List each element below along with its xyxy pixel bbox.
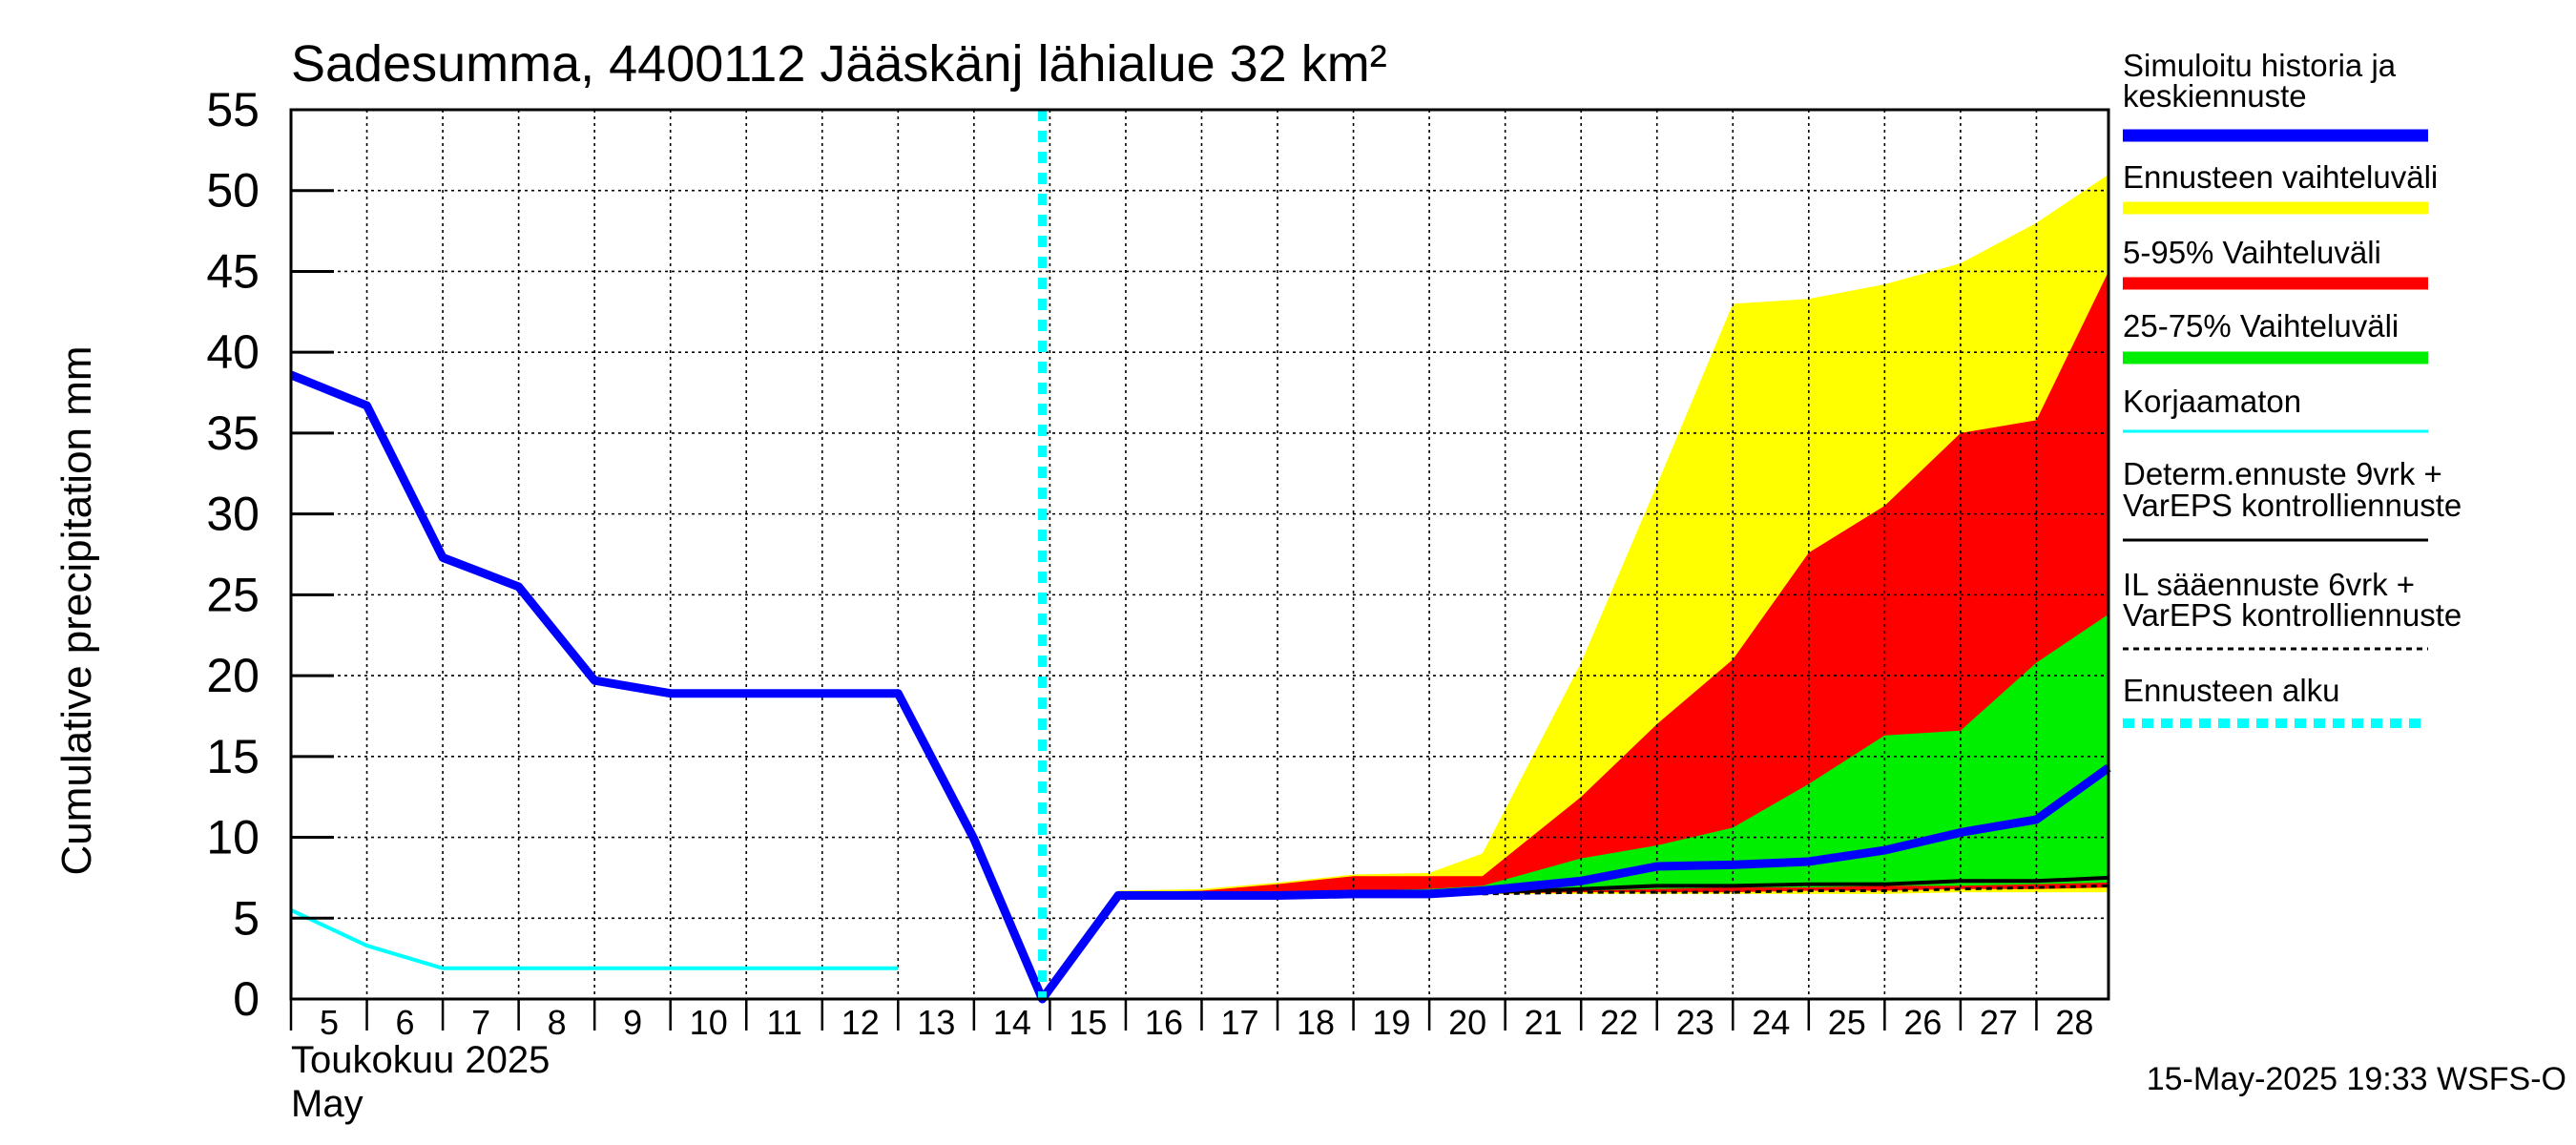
legend-label: Korjaamaton <box>2123 384 2301 419</box>
x-tick-label: 28 <box>2055 1003 2093 1042</box>
series-lines <box>289 110 2111 1004</box>
series-line-3 <box>1482 884 2109 896</box>
x-tick-label: 25 <box>1828 1003 1866 1042</box>
x-tick-label: 14 <box>993 1003 1031 1042</box>
x-tick-label: 13 <box>917 1003 955 1042</box>
forecast-bands <box>1117 174 2109 896</box>
x-tick-label: 26 <box>1903 1003 1942 1042</box>
footer-timestamp: 15-May-2025 19:33 WSFS-O <box>2147 1061 2566 1097</box>
y-tick-label: 10 <box>206 811 260 864</box>
y-tick-label: 25 <box>206 568 260 621</box>
legend-label: IL sääennuste 6vrk + <box>2123 567 2415 602</box>
x-tick-label: 9 <box>623 1003 642 1042</box>
x-tick-label: 7 <box>471 1003 490 1042</box>
x-tick-label: 21 <box>1525 1003 1563 1042</box>
x-axis-month-label-en: May <box>291 1083 364 1125</box>
x-tick-label: 23 <box>1676 1003 1714 1042</box>
legend-label: Simuloitu historia ja <box>2123 48 2397 83</box>
y-tick-label: 50 <box>206 164 260 218</box>
x-tick-label: 22 <box>1600 1003 1638 1042</box>
grid-lines <box>291 109 2109 999</box>
legend-label: Determ.ennuste 9vrk + <box>2123 456 2442 491</box>
x-tick-label: 8 <box>548 1003 567 1042</box>
legend-label: VarEPS kontrolliennuste <box>2123 597 2462 633</box>
x-tick-label: 24 <box>1752 1003 1790 1042</box>
legend-label: Ennusteen vaihteluväli <box>2123 159 2438 195</box>
y-tick-label: 30 <box>206 488 260 541</box>
x-tick-label: 20 <box>1448 1003 1486 1042</box>
x-tick-label: 19 <box>1373 1003 1411 1042</box>
band-1 <box>1117 271 2109 896</box>
y-tick-label: 40 <box>206 325 260 379</box>
y-tick-label: 45 <box>206 244 260 298</box>
series-line-1 <box>290 907 899 970</box>
band-2 <box>1117 614 2109 896</box>
chart-title: Sadesumma, 4400112 Jääskänj lähialue 32 … <box>291 35 1387 93</box>
x-tick-label: 10 <box>690 1003 728 1042</box>
legend-label: VarEPS kontrolliennuste <box>2123 488 2462 523</box>
x-tick-label: 11 <box>767 1003 802 1042</box>
x-tick-label: 12 <box>841 1003 880 1042</box>
plot-frame <box>289 108 2110 1001</box>
x-tick-label: 16 <box>1145 1003 1183 1042</box>
legend-label: keskiennuste <box>2123 78 2307 114</box>
x-tick-label: 18 <box>1297 1003 1335 1042</box>
legend-label: Ennusteen alku <box>2123 673 2340 708</box>
series-line-0 <box>289 370 2111 1004</box>
y-axis-label: Cumulative precipitation mm <box>53 345 100 875</box>
legend-label: 5-95% Vaihteluväli <box>2123 235 2381 270</box>
x-tick-label: 15 <box>1069 1003 1107 1042</box>
y-tick-label: 15 <box>206 730 260 783</box>
x-tick-label: 5 <box>320 1003 339 1042</box>
series-line-2 <box>1482 875 2109 895</box>
y-tick-label: 20 <box>206 649 260 702</box>
x-axis-month-label: Toukokuu 2025 <box>291 1039 550 1081</box>
legend-label: 25-75% Vaihteluväli <box>2123 308 2399 344</box>
x-tick-label: 17 <box>1220 1003 1258 1042</box>
y-tick-label: 35 <box>206 406 260 460</box>
y-tick-label: 0 <box>233 972 260 1026</box>
y-tick-label: 55 <box>206 83 260 136</box>
y-tick-label: 5 <box>233 891 260 945</box>
x-tick-label: 6 <box>396 1003 415 1042</box>
x-tick-label: 27 <box>1980 1003 2018 1042</box>
